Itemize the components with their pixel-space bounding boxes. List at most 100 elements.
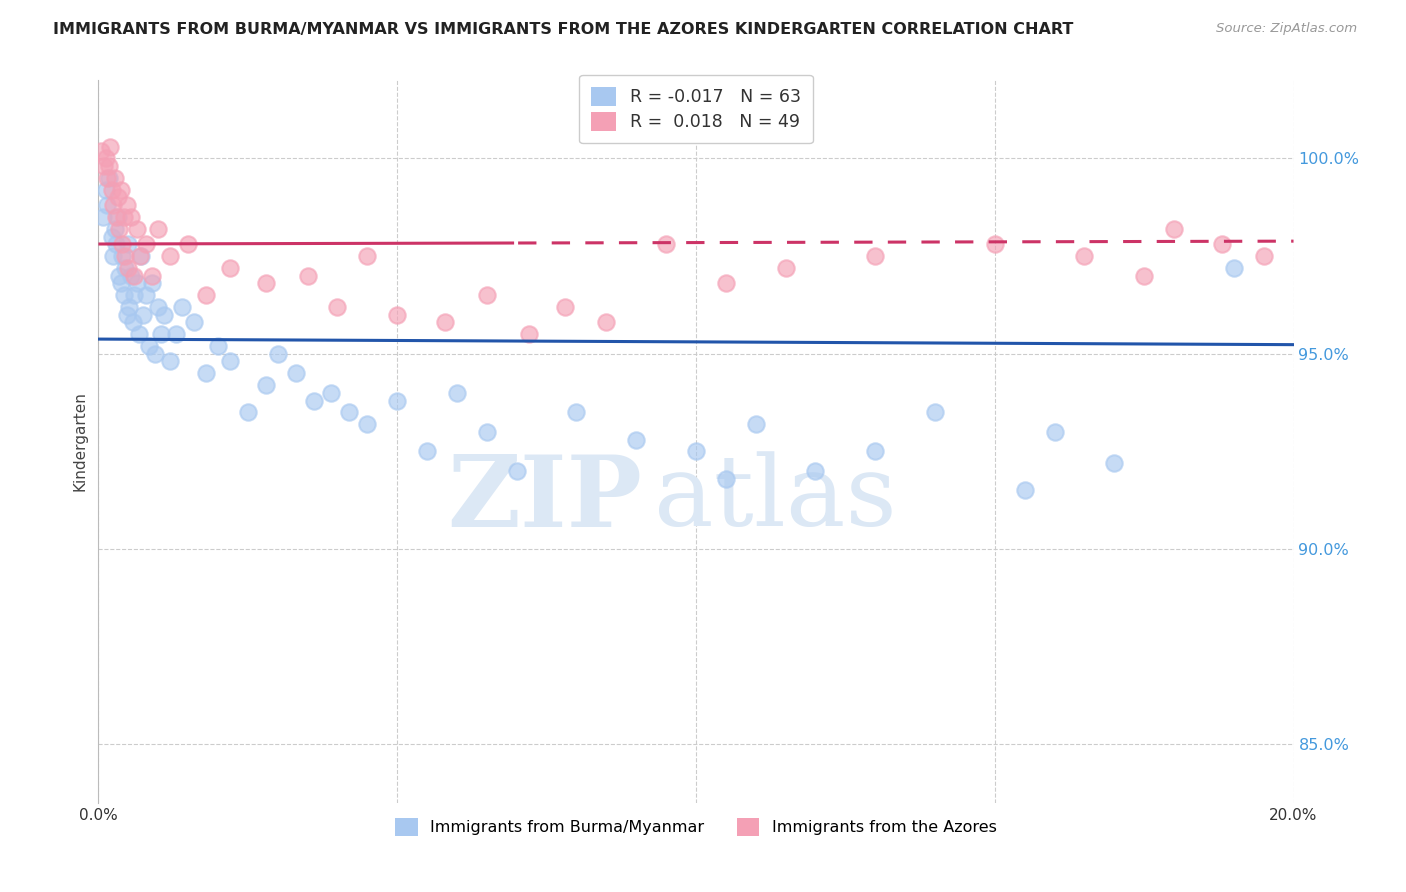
Point	[105, 210, 128, 224]
Point	[127, 277, 149, 291]
Point	[105, 237, 128, 252]
Point	[110, 183, 132, 197]
Point	[165, 327, 187, 342]
Y-axis label: Kindergarten: Kindergarten	[72, 392, 87, 491]
Point	[385, 393, 409, 408]
Point	[96, 170, 118, 185]
Point	[111, 249, 134, 263]
Point	[356, 249, 378, 263]
Point	[96, 198, 118, 212]
Point	[626, 433, 648, 447]
Point	[90, 144, 112, 158]
Point	[100, 183, 122, 197]
Point	[159, 249, 181, 263]
Point	[103, 198, 125, 212]
Point	[141, 268, 163, 283]
Point	[148, 221, 170, 235]
Point	[595, 315, 617, 329]
Point	[127, 221, 149, 235]
Point	[475, 425, 498, 439]
Point	[339, 405, 361, 419]
Point	[135, 237, 157, 252]
Point	[108, 268, 131, 283]
Point	[236, 405, 259, 419]
Point	[284, 366, 307, 380]
Point	[143, 346, 166, 360]
Point	[104, 221, 127, 235]
Point	[118, 300, 141, 314]
Point	[104, 170, 127, 185]
Point	[94, 152, 117, 166]
Point	[775, 260, 797, 275]
Point	[110, 277, 132, 291]
Legend: Immigrants from Burma/Myanmar, Immigrants from the Azores: Immigrants from Burma/Myanmar, Immigrant…	[385, 809, 1007, 846]
Point	[356, 417, 378, 431]
Point	[1163, 221, 1185, 235]
Point	[124, 268, 146, 283]
Point	[865, 444, 887, 458]
Point	[93, 159, 115, 173]
Point	[267, 346, 290, 360]
Point	[108, 221, 131, 235]
Point	[141, 277, 163, 291]
Point	[434, 315, 457, 329]
Point	[685, 444, 707, 458]
Point	[714, 277, 737, 291]
Point	[124, 288, 146, 302]
Point	[1133, 268, 1156, 283]
Point	[924, 405, 946, 419]
Point	[107, 210, 129, 224]
Point	[148, 300, 170, 314]
Point	[135, 288, 157, 302]
Point	[94, 183, 117, 197]
Point	[91, 210, 114, 224]
Text: IMMIGRANTS FROM BURMA/MYANMAR VS IMMIGRANTS FROM THE AZORES KINDERGARTEN CORRELA: IMMIGRANTS FROM BURMA/MYANMAR VS IMMIGRA…	[53, 22, 1074, 37]
Point	[517, 327, 540, 342]
Point	[132, 308, 155, 322]
Point	[1223, 260, 1246, 275]
Point	[446, 385, 468, 400]
Point	[416, 444, 439, 458]
Point	[254, 277, 277, 291]
Point	[865, 249, 887, 263]
Point	[745, 417, 768, 431]
Point	[302, 393, 325, 408]
Point	[506, 464, 529, 478]
Point	[138, 339, 160, 353]
Point	[172, 300, 194, 314]
Point	[122, 315, 145, 329]
Point	[117, 237, 139, 252]
Point	[103, 249, 125, 263]
Text: ZIP: ZIP	[447, 450, 643, 548]
Point	[297, 268, 319, 283]
Point	[554, 300, 576, 314]
Point	[112, 210, 135, 224]
Point	[114, 249, 136, 263]
Point	[326, 300, 349, 314]
Point	[219, 354, 242, 368]
Point	[1073, 249, 1095, 263]
Point	[183, 315, 205, 329]
Text: Source: ZipAtlas.com: Source: ZipAtlas.com	[1216, 22, 1357, 36]
Point	[207, 339, 229, 353]
Point	[565, 405, 588, 419]
Point	[107, 190, 129, 204]
Point	[129, 249, 152, 263]
Point	[1253, 249, 1275, 263]
Point	[153, 308, 176, 322]
Point	[120, 268, 142, 283]
Point	[100, 229, 122, 244]
Point	[984, 237, 1007, 252]
Point	[150, 327, 173, 342]
Point	[98, 139, 122, 153]
Point	[112, 288, 135, 302]
Point	[475, 288, 498, 302]
Point	[1211, 237, 1233, 252]
Point	[195, 366, 218, 380]
Point	[321, 385, 343, 400]
Point	[1014, 483, 1036, 498]
Point	[159, 354, 181, 368]
Point	[98, 170, 121, 185]
Point	[254, 378, 277, 392]
Point	[1104, 456, 1126, 470]
